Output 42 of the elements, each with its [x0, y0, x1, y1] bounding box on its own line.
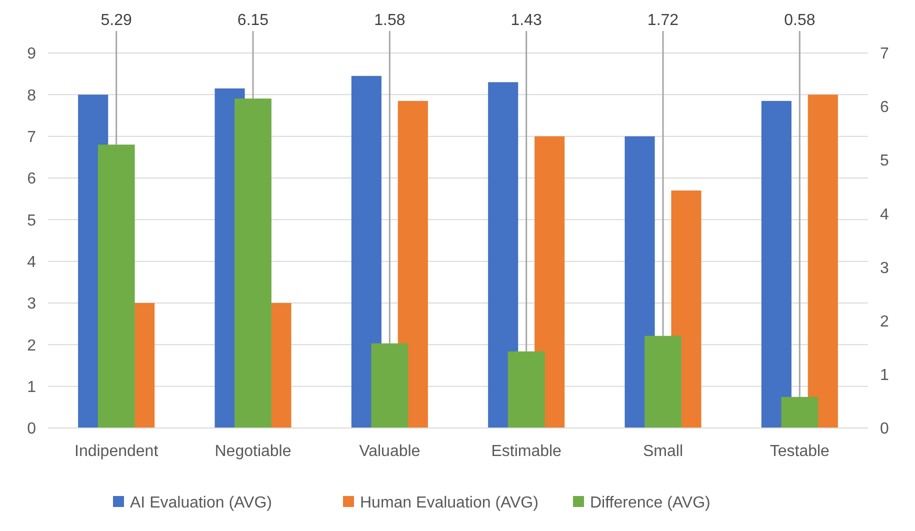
y2-tick-label: 6 — [880, 99, 889, 116]
data-label: 6.15 — [237, 12, 269, 29]
x-tick-label: Estimable — [491, 443, 562, 460]
data-label: 1.58 — [374, 12, 406, 29]
y-tick-label: 3 — [27, 296, 36, 313]
x-tick-label: Small — [642, 443, 684, 460]
y-tick-label: 1 — [27, 378, 36, 396]
bar — [534, 136, 565, 428]
x-tick-label: Indipendent — [74, 443, 159, 460]
y2-tick-label: 2 — [880, 313, 889, 330]
y-tick-label: 4 — [27, 254, 36, 271]
y-tick-label: 2 — [27, 337, 36, 354]
bar — [371, 343, 408, 428]
y2-tick-label: 4 — [880, 206, 889, 224]
y2-tick-label: 5 — [880, 152, 889, 170]
y2-tick-label: 1 — [880, 367, 889, 384]
x-tick-label: Negotiable — [214, 443, 292, 460]
bar — [808, 94, 838, 428]
data-label: 1.72 — [647, 12, 679, 29]
y2-tick-label: 7 — [880, 46, 889, 63]
y2-tick-label: 3 — [880, 260, 889, 277]
y-tick-label: 0 — [27, 420, 36, 438]
bar — [351, 76, 382, 428]
legend-label: AI Evaluation (AVG) — [130, 494, 272, 512]
y-tick-label: 8 — [27, 87, 36, 104]
data-label: 5.29 — [100, 12, 132, 29]
y2-tick-label: 0 — [880, 420, 889, 438]
data-label: 0.58 — [784, 12, 816, 29]
bar — [761, 100, 792, 428]
legend-label: Difference (AVG) — [590, 494, 710, 512]
legend-label: Human Evaluation (AVG) — [360, 494, 538, 512]
bar — [398, 100, 428, 428]
y-tick-label: 9 — [27, 46, 36, 63]
bar — [488, 82, 518, 428]
data-label: 1.43 — [510, 12, 542, 29]
y-tick-label: 7 — [27, 128, 36, 146]
y-tick-label: 5 — [27, 212, 36, 230]
x-tick-label: Testable — [770, 443, 830, 460]
bar — [781, 396, 818, 428]
y-tick-label: 6 — [27, 170, 36, 188]
x-tick-label: Valuable — [359, 443, 420, 460]
bar — [508, 351, 545, 428]
